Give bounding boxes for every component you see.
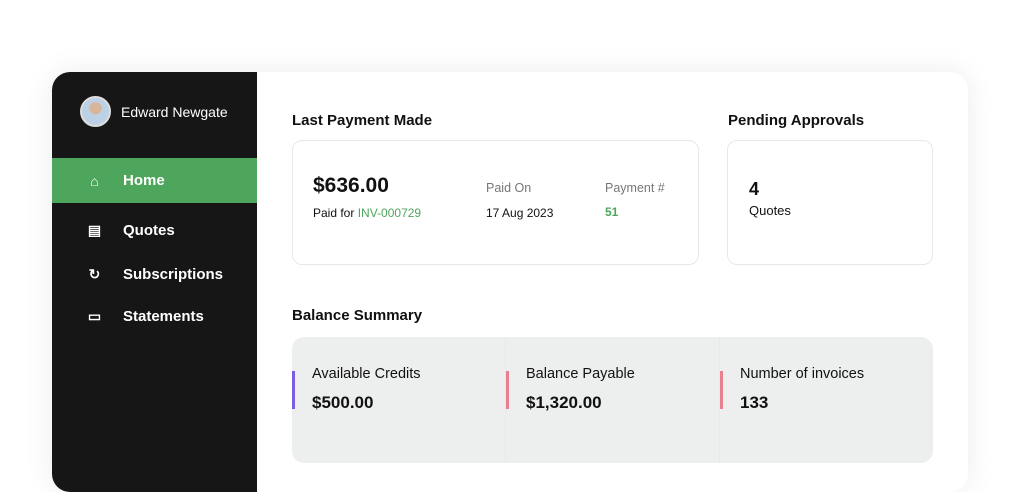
sidebar-item-quotes[interactable]: ▤ Quotes bbox=[52, 208, 257, 253]
paid-on-date: 17 Aug 2023 bbox=[486, 206, 554, 220]
available-credits: Available Credits $500.00 bbox=[292, 337, 506, 463]
balance-payable: Balance Payable $1,320.00 bbox=[506, 337, 720, 463]
balance-summary-title: Balance Summary bbox=[292, 307, 423, 324]
pending-approvals-title: Pending Approvals bbox=[728, 112, 865, 129]
sidebar-item-label: Statements bbox=[123, 308, 204, 325]
calculator-icon: ▤ bbox=[87, 222, 102, 238]
number-of-invoices: Number of invoices 133 bbox=[720, 337, 933, 463]
payment-amount: $636.00 bbox=[313, 174, 389, 197]
indicator-bar bbox=[506, 371, 509, 409]
avatar bbox=[80, 96, 111, 127]
paid-on-label: Paid On bbox=[486, 181, 532, 195]
balance-label: Number of invoices bbox=[740, 366, 865, 382]
indicator-bar bbox=[720, 371, 723, 409]
sidebar-item-statements[interactable]: ▭ Statements bbox=[52, 296, 257, 337]
sidebar-item-home[interactable]: ⌂ Home bbox=[52, 158, 257, 203]
pending-count: 4 bbox=[749, 179, 760, 199]
sidebar-item-subscriptions[interactable]: ↻ Subscriptions bbox=[52, 253, 257, 296]
last-payment-title: Last Payment Made bbox=[292, 112, 433, 129]
user-profile[interactable]: Edward Newgate bbox=[80, 96, 228, 127]
portal-window: Edward Newgate ⌂ Home ▤ Quotes ↻ Subscripti… bbox=[52, 72, 968, 492]
home-icon: ⌂ bbox=[90, 172, 99, 189]
payment-number[interactable]: 51 bbox=[605, 205, 619, 219]
last-payment-card: $636.00 Paid for INV-000729 Paid On 17 A… bbox=[292, 140, 699, 265]
balance-value: $500.00 bbox=[312, 393, 374, 412]
refresh-check-icon: ↻ bbox=[88, 266, 101, 282]
sidebar-nav: ⌂ Home ▤ Quotes ↻ Subscriptions ▭ Statements bbox=[52, 158, 257, 337]
user-name: Edward Newgate bbox=[121, 103, 228, 120]
balance-summary: Available Credits $500.00 Balance Payable… bbox=[292, 337, 933, 463]
indicator-bar bbox=[292, 371, 295, 409]
sidebar-item-label: Subscriptions bbox=[123, 266, 224, 283]
sidebar: Edward Newgate ⌂ Home ▤ Quotes ↻ Subscripti… bbox=[52, 72, 257, 492]
main-content: Last Payment Made $636.00 Paid for INV-0… bbox=[257, 72, 968, 492]
sidebar-item-label: Home bbox=[123, 172, 165, 189]
pending-approvals-card[interactable]: 4 Quotes bbox=[727, 140, 933, 265]
paid-for: Paid for INV-000729 bbox=[313, 206, 421, 220]
pending-label: Quotes bbox=[749, 203, 791, 218]
balance-label: Available Credits bbox=[312, 366, 421, 382]
balance-label: Balance Payable bbox=[526, 366, 635, 382]
balance-value: $1,320.00 bbox=[526, 393, 602, 412]
invoice-link[interactable]: INV-000729 bbox=[357, 206, 422, 220]
paid-for-label: Paid for bbox=[313, 206, 355, 220]
document-icon: ▭ bbox=[87, 308, 102, 324]
payment-number-label: Payment # bbox=[605, 181, 665, 195]
balance-value: 133 bbox=[740, 393, 769, 412]
sidebar-item-label: Quotes bbox=[123, 222, 175, 239]
